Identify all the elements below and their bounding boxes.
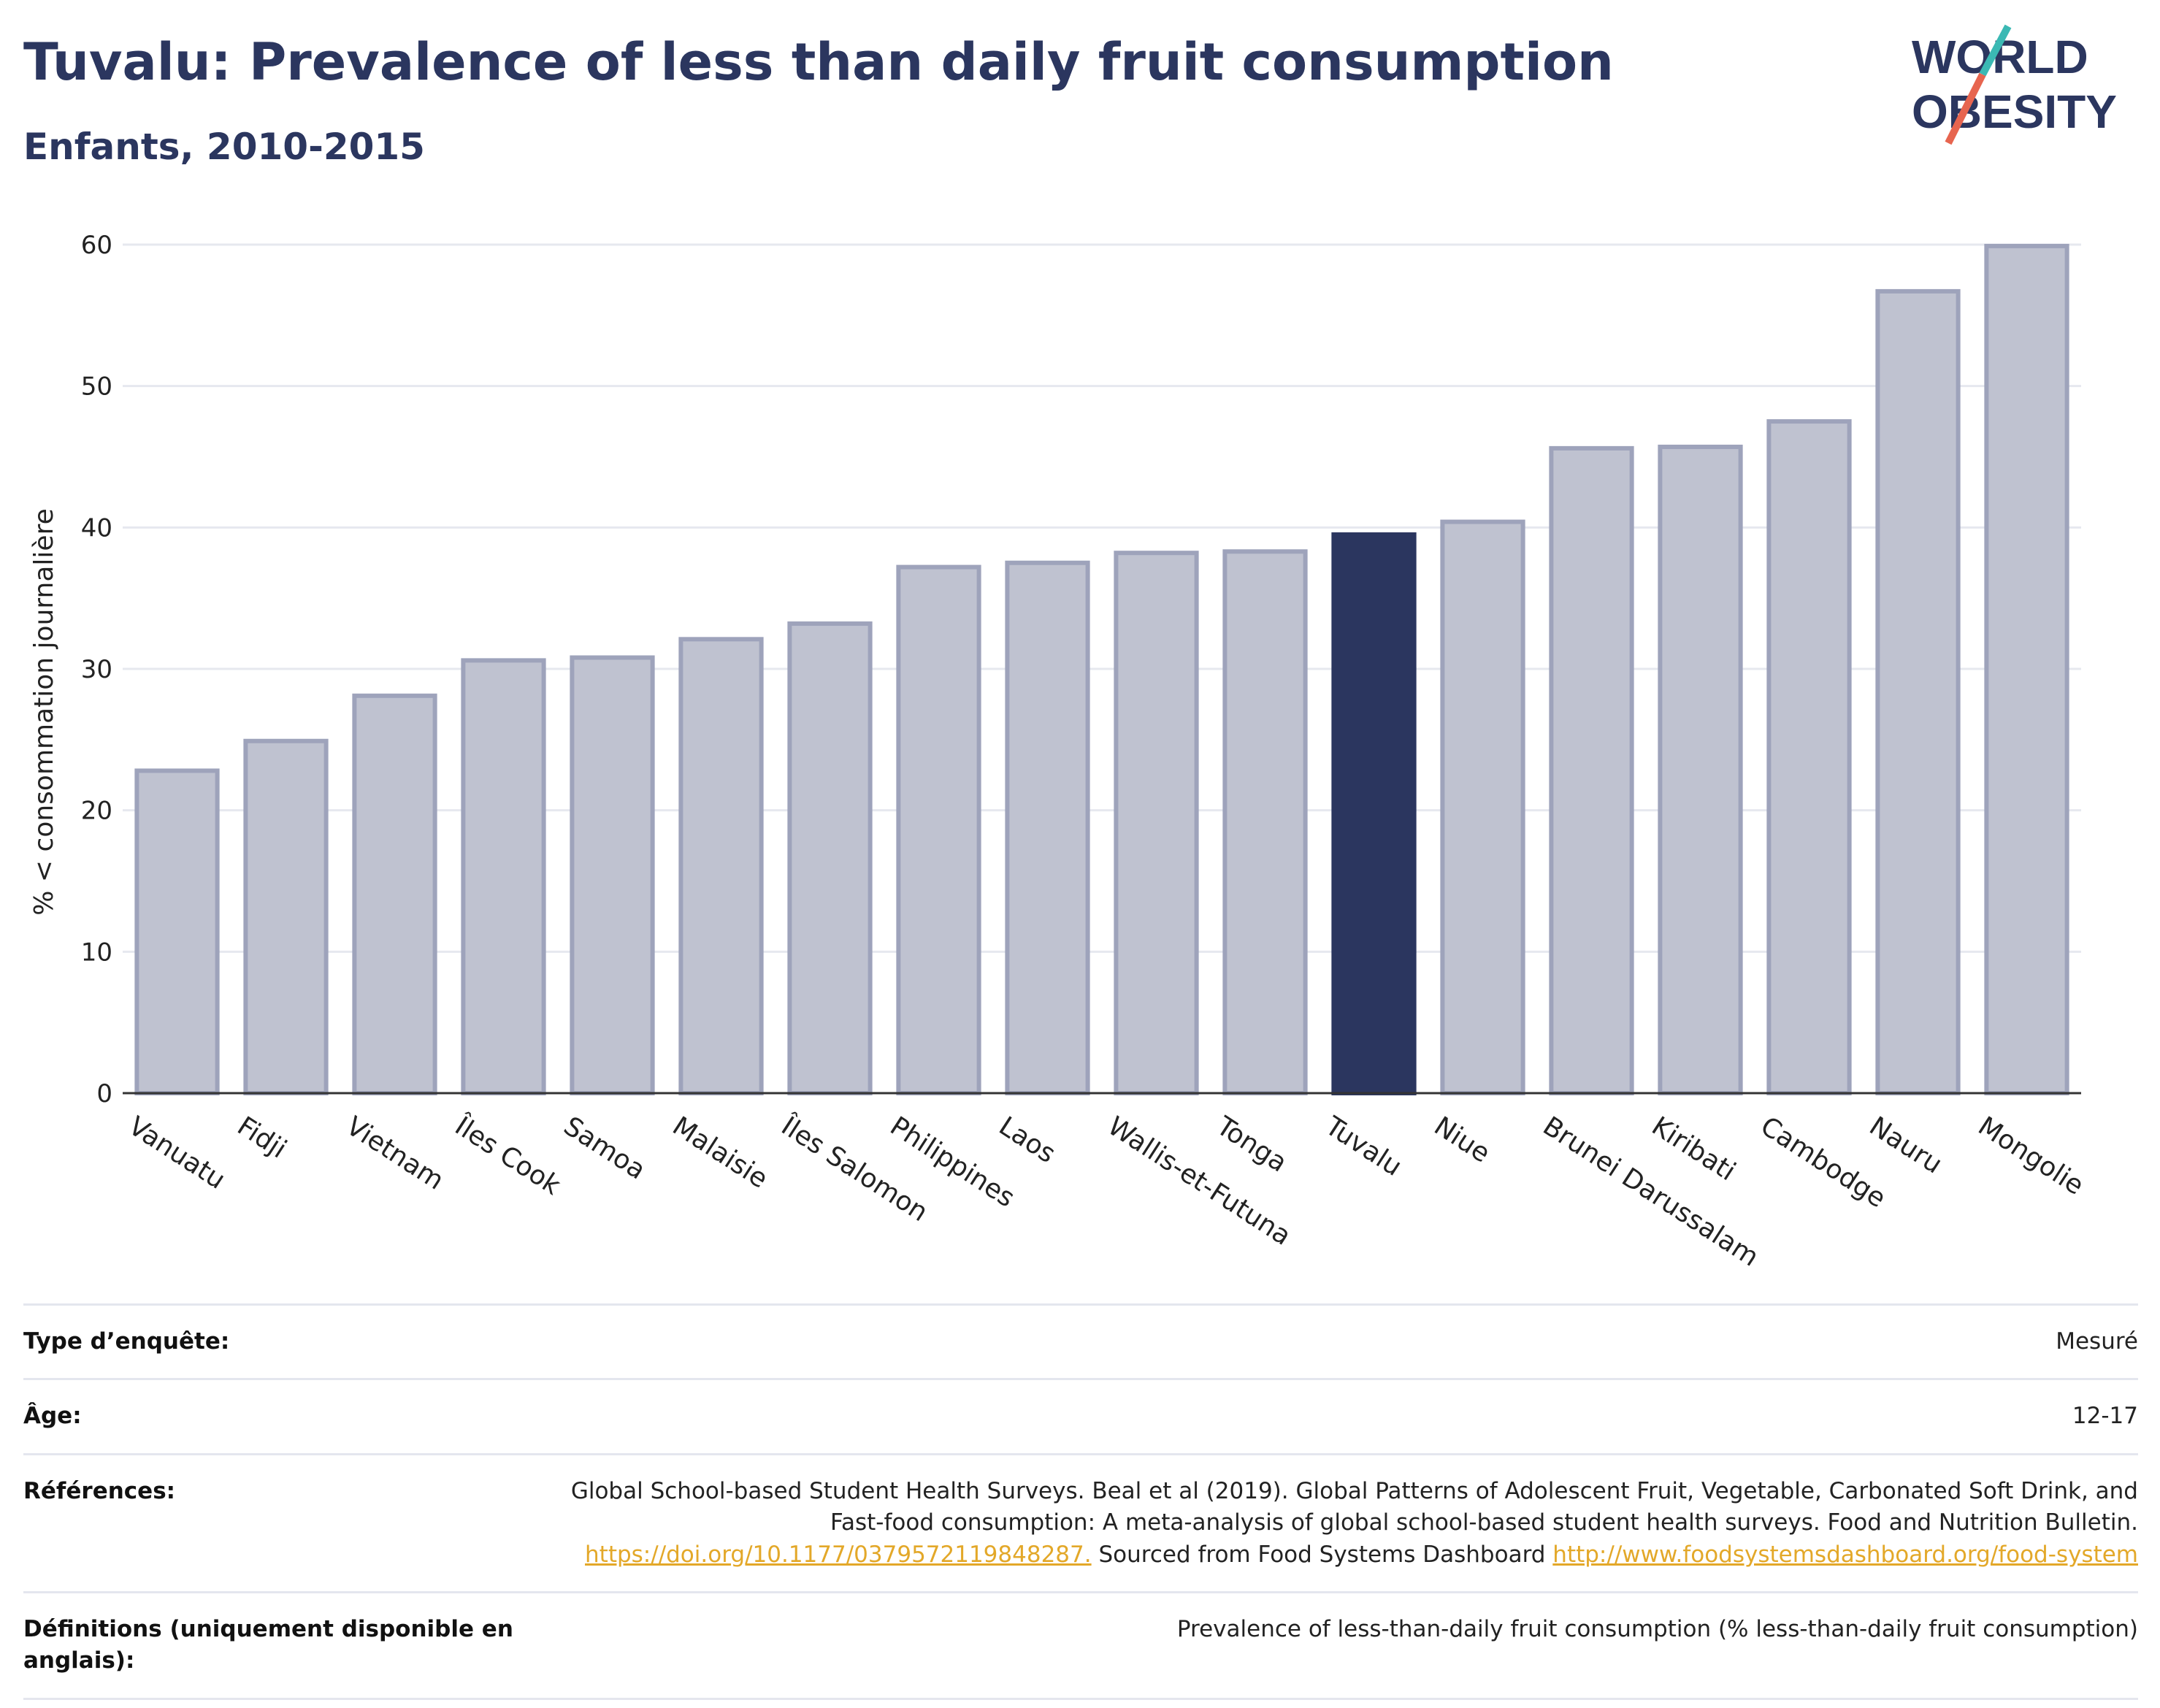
bar-samoa <box>570 655 655 1095</box>
bar-fidji <box>243 738 329 1096</box>
bar-vanuatu <box>134 768 220 1095</box>
age-value: 12-17 <box>2072 1403 2138 1430</box>
x-tick-label: Laos <box>994 1111 1061 1170</box>
x-tick-label: Nauru <box>1864 1111 1948 1180</box>
bar-chart: 0 10 20 30 40 50 60 Vanuatu Fidji Vietnam Îles Coo… <box>29 231 2089 1273</box>
logo-line2: OBESITY <box>1912 85 2117 138</box>
bar-wallis-et-futuna <box>1114 551 1199 1095</box>
chart-subtitle: Enfants, 2010-2015 <box>23 126 425 168</box>
x-tick-label: Vanuatu <box>123 1111 231 1195</box>
bar--les-cook <box>461 658 546 1095</box>
bar-brunei-darussalam <box>1549 445 1634 1095</box>
references-text1: Global School-based Student Health Surve… <box>570 1477 2138 1536</box>
definitions-label: Définitions (uniquement disponible en an… <box>23 1615 513 1674</box>
references-value: Global School-based Student Health Surve… <box>546 1476 2138 1571</box>
bar-tuvalu <box>1331 532 1417 1095</box>
bars <box>134 243 2069 1096</box>
logo-accent-red <box>1945 72 1986 145</box>
x-tick-label: Tonga <box>1211 1111 1292 1178</box>
bar-niue <box>1440 519 1525 1095</box>
info-row-references: Références: Global School-based Student … <box>23 1452 2138 1591</box>
doi-link[interactable]: https://doi.org/10.1177/0379572119848287… <box>585 1541 1092 1568</box>
bar-tonga <box>1222 549 1308 1095</box>
bar-malaisie <box>678 637 764 1095</box>
y-axis-label: % < consommation journalière <box>29 508 59 915</box>
info-table: Type d’enquête: Mesuré Âge: 12-17 Référe… <box>23 1303 2138 1700</box>
x-tick-label: Fidji <box>232 1111 292 1165</box>
y-tick-label: 10 <box>81 938 112 967</box>
survey-type-label: Type d’enquête: <box>23 1328 230 1355</box>
logo-accent-teal <box>1979 24 2012 77</box>
x-tick-label: Niue <box>1429 1111 1495 1169</box>
grid-lines <box>123 243 2081 953</box>
x-tick-label: Îles Cook <box>449 1110 567 1201</box>
chart-title: Tuvalu: Prevalence of less than daily fr… <box>23 32 1614 92</box>
definitions-value: Prevalence of less-than-daily fruit cons… <box>1176 1615 2138 1642</box>
bar--les-salomon <box>787 621 873 1095</box>
references-text2: Sourced from Food Systems Dashboard <box>1091 1541 1553 1568</box>
survey-type-value: Mesuré <box>2056 1328 2138 1355</box>
y-tick-label: 50 <box>81 372 112 402</box>
age-label: Âge: <box>23 1403 82 1430</box>
bar-nauru <box>1875 288 1961 1095</box>
x-tick-label: Mongolie <box>1973 1111 2089 1201</box>
y-tick-label: 30 <box>81 655 112 684</box>
x-tick-label: Malaisie <box>667 1111 773 1195</box>
x-tick-label: Vietnam <box>341 1111 449 1196</box>
bar-kiribati <box>1658 444 1743 1095</box>
x-tick-label: Tuvalu <box>1320 1111 1407 1182</box>
references-label: Références: <box>23 1477 176 1504</box>
y-tick-label: 0 <box>96 1079 112 1108</box>
world-obesity-logo: WORLD OBESITY <box>1912 24 2117 145</box>
bar-laos <box>1005 560 1090 1095</box>
x-tick-label: Samoa <box>559 1111 651 1186</box>
x-tick-label: Wallis-et-Futuna <box>1103 1111 1296 1252</box>
y-tick-label: 60 <box>81 231 112 260</box>
food-systems-link[interactable]: http://www.foodsystemsdashboard.org/food… <box>1552 1541 2138 1568</box>
bar-mongolie <box>1984 243 2069 1096</box>
bar-philippines <box>896 564 981 1095</box>
x-tick-label: Kiribati <box>1647 1111 1741 1187</box>
bar-cambodge <box>1766 419 1852 1095</box>
info-row-definitions: Définitions (uniquement disponible en an… <box>23 1590 2138 1700</box>
info-row-age: Âge: 12-17 <box>23 1378 2138 1452</box>
y-tick-label: 40 <box>81 513 112 543</box>
info-row-survey-type: Type d’enquête: Mesuré <box>23 1303 2138 1378</box>
bar-vietnam <box>352 693 437 1095</box>
y-tick-label: 20 <box>81 797 112 826</box>
